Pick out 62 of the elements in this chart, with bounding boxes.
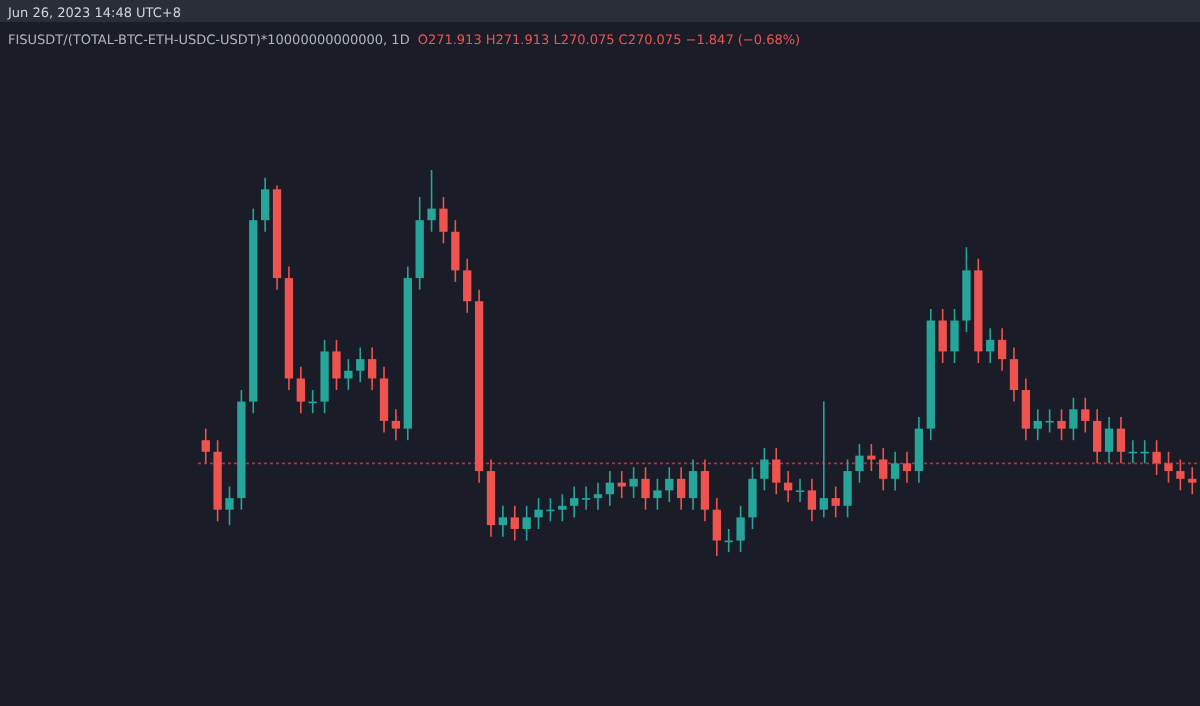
candlestick	[855, 443, 864, 484]
candlestick	[1188, 466, 1197, 496]
candlestick	[427, 169, 436, 233]
candlestick	[617, 470, 626, 499]
candlestick	[867, 443, 876, 472]
candlestick	[1093, 408, 1102, 465]
candlestick	[795, 478, 805, 503]
candlestick	[1152, 439, 1161, 476]
candlestick	[261, 176, 270, 233]
candlestick	[997, 327, 1007, 372]
candlestick	[1009, 346, 1019, 403]
candlestick	[712, 497, 721, 557]
candlestick	[843, 458, 852, 519]
candlestick	[593, 481, 603, 511]
candlestick	[1164, 450, 1173, 484]
candlestick	[296, 366, 305, 414]
candlestick	[1104, 416, 1114, 465]
candlestick	[890, 450, 900, 492]
candlestick	[760, 447, 769, 492]
candlestick	[558, 493, 567, 523]
candlestick	[510, 505, 519, 542]
candlestick	[748, 466, 757, 530]
candlestick	[1081, 396, 1090, 434]
candlestick	[772, 447, 781, 496]
candlestick	[653, 478, 662, 511]
candlestick	[938, 308, 947, 364]
candlestick	[629, 466, 638, 499]
candlestick	[201, 427, 210, 465]
candlestick	[570, 485, 579, 519]
candlestick	[605, 470, 615, 507]
candlestick	[522, 505, 531, 542]
candlestick	[379, 366, 389, 434]
candlestick	[688, 458, 698, 511]
candlestick	[807, 478, 817, 523]
candlestick	[1021, 377, 1031, 441]
candlestick	[451, 219, 460, 283]
candlestick	[498, 505, 508, 538]
candlestick	[1176, 458, 1185, 492]
candlestick	[439, 196, 448, 245]
candlestick	[225, 485, 234, 526]
candlestick	[950, 308, 959, 364]
candlestick	[1069, 396, 1078, 441]
candlestick	[641, 466, 650, 511]
candlestick	[332, 339, 341, 391]
candlestick	[665, 466, 674, 503]
candlestick	[391, 408, 401, 441]
candlestick	[831, 485, 840, 519]
candlestick	[356, 346, 365, 384]
candlestick	[914, 416, 924, 484]
candlestick	[367, 346, 377, 391]
candlestick	[344, 358, 353, 391]
candlestick	[700, 458, 710, 523]
candlestick	[463, 257, 472, 314]
candlestick	[1057, 408, 1066, 441]
candlestick	[986, 327, 995, 364]
candlestick	[677, 466, 686, 511]
candlestick	[879, 447, 888, 492]
candlestick	[736, 505, 745, 553]
candlestick	[819, 400, 828, 519]
candlestick	[1116, 416, 1126, 465]
candlestick	[902, 450, 912, 484]
candlestick	[581, 485, 591, 511]
